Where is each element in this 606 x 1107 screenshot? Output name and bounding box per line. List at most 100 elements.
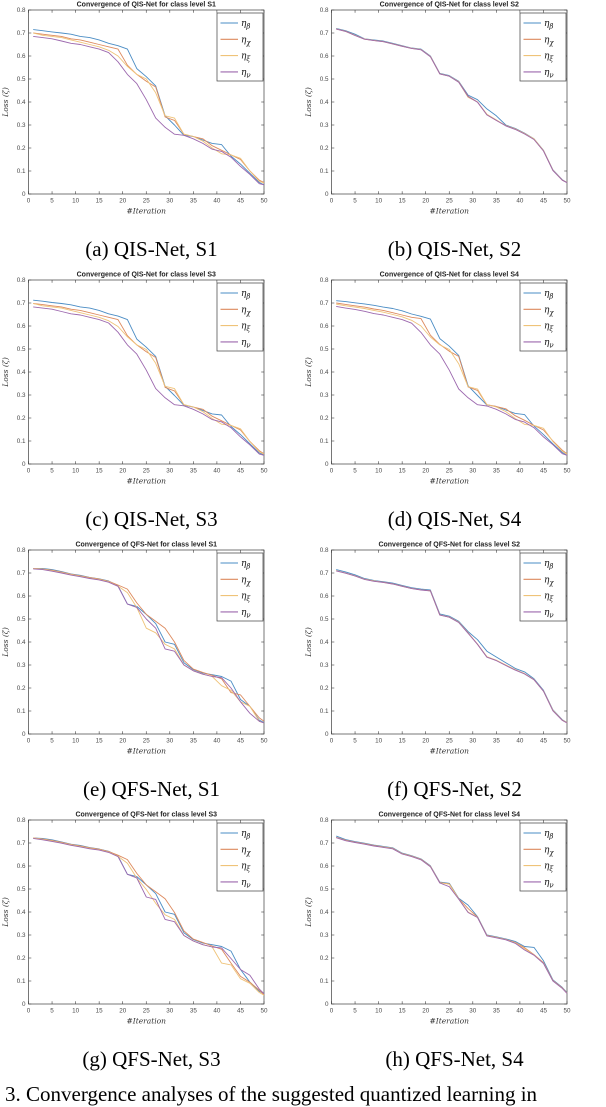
svg-text:0.4: 0.4: [320, 99, 329, 106]
svg-text:ηβ: ηβ: [544, 829, 553, 841]
subfigure-caption: (f) QFS-Net, S2: [387, 777, 522, 801]
svg-text:40: 40: [516, 198, 524, 205]
svg-text:0.8: 0.8: [17, 817, 26, 824]
subfigure-caption: (c) QIS-Net, S3: [85, 507, 218, 531]
svg-text:#Iteration: #Iteration: [429, 747, 469, 756]
svg-text:#Iteration: #Iteration: [126, 1017, 166, 1026]
svg-text:35: 35: [493, 198, 501, 205]
svg-text:0.5: 0.5: [320, 616, 329, 623]
svg-text:30: 30: [469, 468, 477, 475]
svg-text:ην: ην: [544, 878, 554, 890]
svg-text:0: 0: [27, 198, 31, 205]
svg-text:30: 30: [166, 1008, 174, 1015]
svg-text:ηξ: ηξ: [544, 862, 554, 874]
chart-qis-net-s3: 0 5 10 15 20 25 30 35 40 45 50 0 0.1 0.2 0.3 0.4 0.5 0.6 0…: [1, 272, 268, 486]
svg-text:0: 0: [27, 468, 31, 475]
subfigure-b: 0 5 10 15 20 25 30 35 40 45 50 0 0.1 0.2 0.3 0.4 0.5 0.6 0…: [303, 0, 606, 270]
svg-text:0.2: 0.2: [17, 145, 26, 152]
subfigure-caption: (e) QFS-Net, S1: [82, 777, 221, 801]
svg-text:Loss (ζ): Loss (ζ): [304, 897, 313, 928]
svg-text:0.8: 0.8: [320, 7, 329, 14]
svg-text:0.2: 0.2: [17, 685, 26, 692]
svg-text:0.4: 0.4: [320, 639, 329, 646]
svg-text:ην: ην: [241, 878, 251, 890]
chart-qis-net-s4: 0 5 10 15 20 25 30 35 40 45 50 0 0.1 0.2 0.3 0.4 0.5 0.6 0…: [304, 272, 571, 486]
svg-text:0.8: 0.8: [320, 547, 329, 554]
chart-qis-net-s2: 0 5 10 15 20 25 30 35 40 45 50 0 0.1 0.2 0.3 0.4 0.5 0.6 0…: [304, 2, 571, 216]
svg-text:0.3: 0.3: [17, 662, 26, 669]
svg-text:25: 25: [446, 468, 454, 475]
svg-text:20: 20: [422, 738, 430, 745]
svg-text:30: 30: [166, 738, 174, 745]
svg-text:30: 30: [469, 198, 477, 205]
svg-text:0.7: 0.7: [320, 300, 329, 307]
svg-text:30: 30: [469, 738, 477, 745]
svg-text:ην: ην: [544, 68, 554, 80]
svg-text:10: 10: [72, 468, 80, 475]
svg-text:0.3: 0.3: [320, 392, 329, 399]
subfigure-d: 0 5 10 15 20 25 30 35 40 45 50 0 0.1 0.2 0.3 0.4 0.5 0.6 0…: [303, 270, 606, 540]
svg-text:0.5: 0.5: [320, 346, 329, 353]
svg-text:50: 50: [563, 468, 571, 475]
svg-text:0.5: 0.5: [17, 346, 26, 353]
svg-text:15: 15: [96, 468, 104, 475]
svg-text:0: 0: [330, 738, 334, 745]
svg-text:0: 0: [330, 198, 334, 205]
svg-text:#Iteration: #Iteration: [429, 477, 469, 486]
svg-text:0.3: 0.3: [320, 932, 329, 939]
svg-text:50: 50: [260, 198, 268, 205]
svg-text:ηχ: ηχ: [241, 575, 251, 587]
svg-text:ηχ: ηχ: [544, 305, 554, 317]
svg-text:Convergence of QIS-Net for cla: Convergence of QIS-Net for class level S…: [77, 272, 216, 279]
svg-text:45: 45: [237, 468, 245, 475]
svg-text:20: 20: [119, 1008, 127, 1015]
svg-text:50: 50: [260, 738, 268, 745]
svg-text:0: 0: [22, 731, 26, 738]
svg-text:Loss (ζ): Loss (ζ): [1, 87, 10, 118]
svg-text:0.3: 0.3: [320, 662, 329, 669]
svg-text:0.3: 0.3: [17, 932, 26, 939]
svg-text:0.2: 0.2: [320, 955, 329, 962]
svg-text:ηχ: ηχ: [544, 35, 554, 47]
svg-text:45: 45: [540, 468, 548, 475]
svg-text:45: 45: [540, 1008, 548, 1015]
svg-text:5: 5: [50, 198, 54, 205]
svg-text:Convergence of QFS-Net for cla: Convergence of QFS-Net for class level S…: [378, 812, 520, 819]
svg-text:0.6: 0.6: [320, 863, 329, 870]
figure-caption-partial: 3. Convergence analyses of the suggested…: [5, 1082, 538, 1106]
svg-text:0.6: 0.6: [17, 593, 26, 600]
svg-text:0: 0: [22, 191, 26, 198]
svg-text:5: 5: [50, 738, 54, 745]
svg-text:10: 10: [375, 1008, 383, 1015]
svg-text:ηβ: ηβ: [241, 829, 250, 841]
svg-text:#Iteration: #Iteration: [126, 747, 166, 756]
svg-text:Convergence of QFS-Net for cla: Convergence of QFS-Net for class level S…: [75, 812, 217, 819]
svg-text:0.6: 0.6: [320, 53, 329, 60]
svg-text:15: 15: [399, 738, 407, 745]
svg-text:25: 25: [143, 738, 151, 745]
svg-text:50: 50: [563, 1008, 571, 1015]
svg-text:Convergence of QFS-Net for cla: Convergence of QFS-Net for class level S…: [378, 542, 520, 549]
svg-text:Convergence of QFS-Net for cla: Convergence of QFS-Net for class level S…: [75, 542, 217, 549]
svg-text:15: 15: [96, 198, 104, 205]
svg-text:25: 25: [446, 1008, 454, 1015]
svg-text:25: 25: [143, 198, 151, 205]
svg-text:0.3: 0.3: [17, 392, 26, 399]
svg-text:ηξ: ηξ: [544, 592, 554, 604]
svg-text:45: 45: [237, 738, 245, 745]
svg-text:Convergence of QIS-Net for cla: Convergence of QIS-Net for class level S…: [380, 2, 519, 9]
svg-text:40: 40: [516, 1008, 524, 1015]
svg-text:50: 50: [260, 468, 268, 475]
svg-text:5: 5: [50, 468, 54, 475]
svg-text:Loss (ζ): Loss (ζ): [1, 897, 10, 928]
svg-text:50: 50: [260, 1008, 268, 1015]
svg-text:Loss (ζ): Loss (ζ): [1, 627, 10, 658]
svg-text:25: 25: [446, 738, 454, 745]
svg-text:0.1: 0.1: [17, 168, 26, 175]
svg-text:15: 15: [96, 1008, 104, 1015]
svg-text:#Iteration: #Iteration: [126, 207, 166, 216]
svg-text:5: 5: [353, 738, 357, 745]
subfigure-a: 0 5 10 15 20 25 30 35 40 45 50 0 0.1 0.2 0.3 0.4 0.5 0.6 0…: [0, 0, 303, 270]
subfigure-f: 0 5 10 15 20 25 30 35 40 45 50 0 0.1 0.2 0.3 0.4 0.5 0.6 0…: [303, 540, 606, 810]
